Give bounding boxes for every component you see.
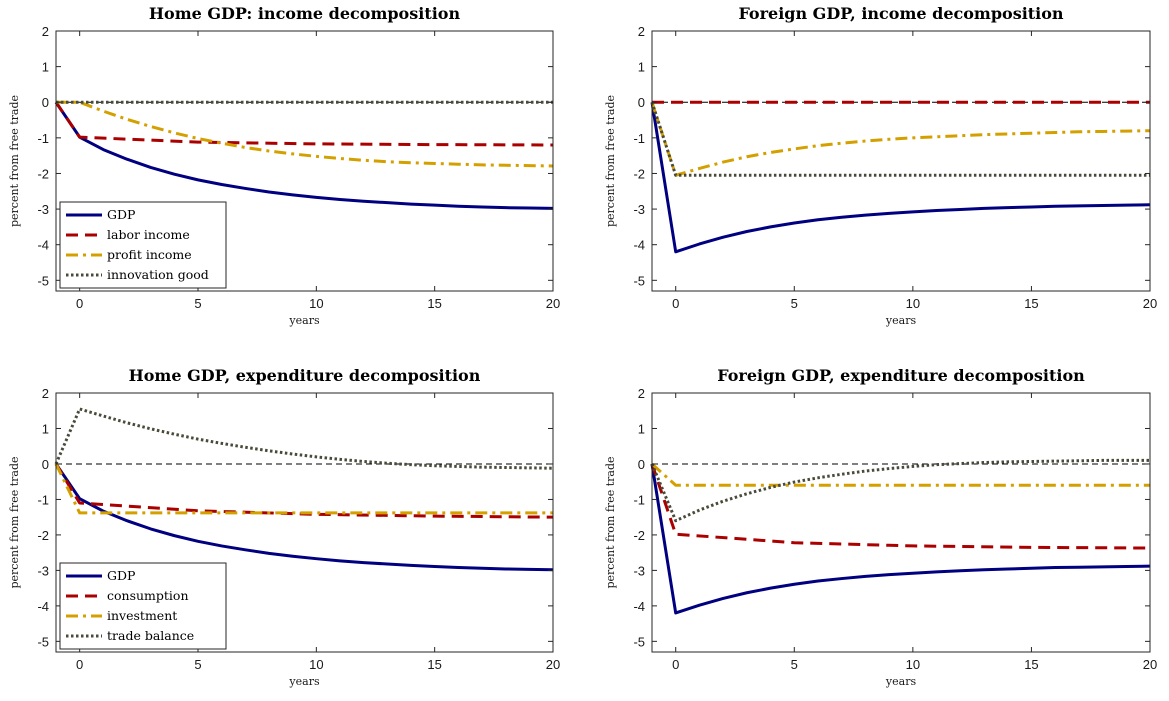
x-tick-label: 5 [194,657,201,672]
axes-box [55,30,554,292]
legend-label: innovation good [107,267,209,282]
legend: GDP labor income profit income innovation g… [59,201,227,289]
series-line-trade-balance [54,407,554,470]
y-tick-label: -3 [37,202,49,217]
x-axis-label: years [885,675,917,688]
y-tick-label: -1 [37,131,49,146]
y-tick-label: -3 [37,563,49,578]
x-tick-label: 10 [309,296,323,311]
x-tick-label: 5 [791,657,798,672]
x-tick-label: 15 [1024,296,1038,311]
legend: GDP consumption investment trade balance [59,562,227,650]
x-axis-label: years [288,675,320,688]
legend-label: GDP [107,207,135,222]
x-axis-label: years [885,314,917,327]
y-tick-label: 2 [638,24,645,39]
chart-title: Home GDP, expenditure decomposition [129,366,481,385]
y-tick-label: 1 [42,60,49,75]
series-line-profit-income [650,101,1151,177]
legend-label: investment [107,608,177,623]
y-tick-label: -5 [633,634,645,649]
y-tick-label: -2 [633,528,645,543]
x-tick-label: 20 [1143,296,1157,311]
chart-title: Foreign GDP, income decomposition [738,4,1063,23]
legend-label: consumption [107,588,189,603]
y-tick-label: 0 [42,457,49,472]
legend-label: labor income [107,227,190,242]
y-axis-label: percent from free trade [8,95,21,227]
series-line-innovation-good [650,101,1150,177]
y-tick-label: -1 [633,131,645,146]
axes-box [651,392,1151,653]
y-axis-label: percent from free trade [8,457,21,589]
x-tick-label: 5 [194,296,201,311]
chart-title: Home GDP: income decomposition [149,4,461,23]
y-tick-label: 1 [42,421,49,436]
y-tick-label: -5 [37,273,49,288]
x-tick-label: 0 [672,296,679,311]
y-tick-label: -5 [37,634,49,649]
x-tick-label: 15 [427,657,441,672]
series-line-investment [650,462,1150,487]
y-tick-label: 0 [42,95,49,110]
y-tick-label: 2 [42,386,49,401]
x-tick-label: 10 [906,657,920,672]
y-tick-label: -5 [633,273,645,288]
x-tick-label: 10 [309,657,323,672]
y-tick-label: -4 [37,238,49,253]
x-tick-label: 20 [1143,657,1157,672]
x-axis-label: years [288,314,320,327]
y-tick-label: -4 [37,599,49,614]
x-tick-label: 0 [76,296,83,311]
legend-label: profit income [107,247,192,262]
y-tick-label: 2 [42,24,49,39]
y-tick-label: -1 [37,492,49,507]
y-axis-label: percent from free trade [604,457,617,589]
series-line-labor-income [54,101,554,147]
series-line-investment [54,463,553,515]
y-tick-label: -2 [633,166,645,181]
y-tick-label: 1 [638,421,645,436]
legend-label: GDP [107,568,135,583]
x-tick-label: 5 [791,296,798,311]
y-axis-label: percent from free trade [604,95,617,227]
series-line-trade-balance [650,458,1150,523]
plot-area [652,31,1150,291]
x-tick-label: 20 [546,657,560,672]
y-tick-label: -3 [633,563,645,578]
x-tick-label: 10 [906,296,920,311]
y-tick-label: 2 [638,386,645,401]
y-tick-label: -4 [633,599,645,614]
x-tick-label: 20 [546,296,560,311]
x-tick-label: 15 [1024,657,1038,672]
plot-area [652,393,1150,652]
series-line-GDP [54,463,554,572]
y-tick-label: -4 [633,238,645,253]
x-tick-label: 0 [76,657,83,672]
y-tick-label: -3 [633,202,645,217]
series-line-GDP [650,101,1151,254]
x-tick-label: 0 [672,657,679,672]
axes-box [55,392,554,653]
legend-label: trade balance [107,628,194,643]
x-tick-label: 15 [427,296,441,311]
y-tick-label: -2 [37,166,49,181]
series-line-GDP [54,101,554,210]
chart-title: Foreign GDP, expenditure decomposition [717,366,1085,385]
y-tick-label: 0 [638,457,645,472]
series-line-GDP [650,463,1151,615]
series-line-consumption [650,463,1151,550]
y-tick-label: -1 [633,492,645,507]
y-tick-label: -2 [37,528,49,543]
series-line-consumption [54,463,554,519]
y-tick-label: 0 [638,95,645,110]
y-tick-label: 1 [638,60,645,75]
axes-box [651,30,1151,292]
series-line-profit-income [56,100,554,168]
